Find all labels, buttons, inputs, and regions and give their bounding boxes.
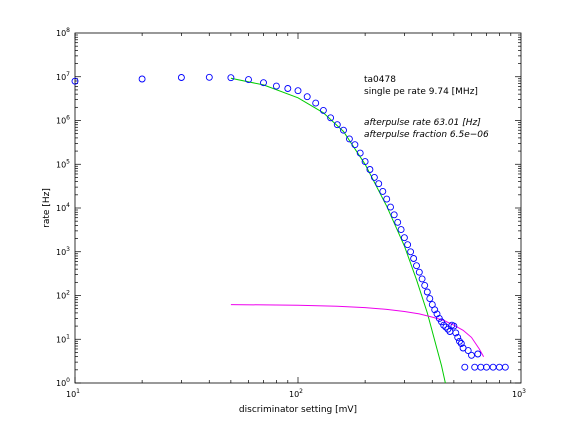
data-point (444, 325, 452, 333)
data-point (394, 218, 402, 226)
y-tick-label: 105 (56, 158, 70, 169)
y-tick-label: 107 (56, 71, 70, 82)
data-point (413, 262, 420, 270)
data-point (205, 73, 213, 81)
data-point (284, 85, 292, 92)
data-point (71, 77, 79, 85)
data-point (227, 74, 235, 82)
fit-line (230, 304, 485, 357)
data-point (245, 76, 252, 84)
data-point (397, 226, 405, 234)
data-point (366, 166, 374, 173)
data-point (464, 347, 472, 355)
data-point (457, 340, 465, 347)
data-point (431, 306, 439, 314)
fit-line (230, 77, 446, 383)
y-tick-label: 101 (56, 333, 70, 344)
y-tick-label: 102 (56, 290, 70, 301)
data-point (375, 180, 383, 188)
data-point (312, 99, 320, 107)
data-point (423, 288, 431, 296)
data-point (260, 79, 267, 87)
data-point (410, 255, 418, 262)
data-point (379, 187, 387, 195)
data-markers (71, 73, 509, 371)
data-point (435, 314, 443, 322)
data-point (426, 295, 434, 303)
x-tick-label: 101 (66, 388, 80, 399)
data-point (138, 75, 146, 83)
data-point (407, 248, 415, 256)
data-point (294, 87, 302, 95)
y-tick-label: 108 (56, 27, 70, 38)
annotation-afterpulse-rate: afterpulse rate 63.01 [Hz] (364, 118, 481, 128)
y-tick-label: 100 (56, 377, 70, 388)
data-point (483, 363, 490, 371)
y-tick-label: 103 (56, 246, 70, 257)
data-point (454, 333, 462, 341)
data-point (456, 337, 463, 345)
data-point (327, 114, 335, 122)
x-tick-label: 103 (512, 388, 526, 399)
data-point (340, 126, 347, 134)
x-axis-label: discriminator setting [mV] (239, 405, 357, 415)
data-point (361, 158, 369, 166)
data-point (356, 149, 364, 157)
data-point (438, 318, 445, 326)
data-point (461, 363, 469, 371)
y-tick-label: 104 (56, 202, 70, 213)
data-point (333, 121, 341, 129)
data-point (418, 275, 426, 283)
data-point (442, 323, 450, 331)
data-point (468, 351, 475, 359)
data-point (370, 173, 378, 181)
data-point (404, 241, 412, 249)
data-point (400, 234, 408, 242)
data-point (421, 281, 429, 289)
data-point (474, 350, 482, 358)
axis-ticks (74, 33, 521, 384)
data-point (345, 135, 353, 143)
fit-curves (230, 77, 485, 383)
data-point (383, 195, 391, 203)
data-point (450, 322, 458, 330)
data-point (177, 74, 185, 81)
data-point (272, 82, 280, 90)
y-axis-label: rate [Hz] (42, 188, 52, 228)
data-point (303, 93, 311, 101)
data-point (501, 363, 509, 371)
data-point (351, 141, 359, 149)
data-point (319, 106, 327, 114)
x-tick-label: 102 (289, 388, 303, 399)
y-tick-label: 106 (56, 115, 70, 126)
annotation-afterpulse-fraction: afterpulse fraction 6.5e−06 (364, 130, 489, 140)
data-point (415, 268, 423, 276)
data-point (440, 321, 448, 329)
data-point (387, 203, 394, 211)
data-point (390, 211, 398, 219)
annotation-id: ta0478 (364, 75, 396, 85)
data-point (452, 329, 460, 337)
annotation-single-pe-rate: single pe rate 9.74 [MHz] (364, 87, 478, 97)
